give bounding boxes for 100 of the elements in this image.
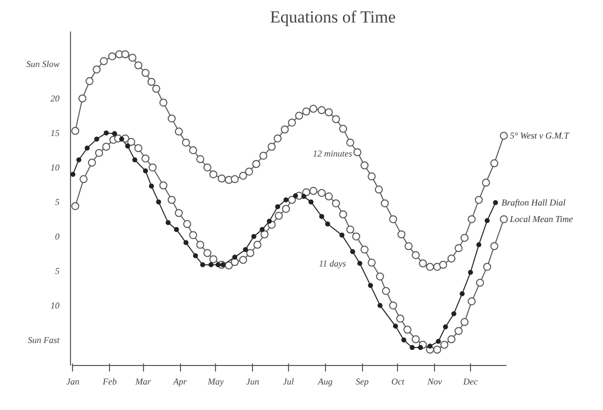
- x-tick-label: Feb: [102, 376, 118, 386]
- y-tick-label: 20: [50, 93, 60, 104]
- point: [412, 335, 420, 344]
- point: [275, 204, 280, 210]
- point: [125, 144, 130, 149]
- point: [493, 200, 498, 206]
- point: [159, 181, 168, 190]
- x-tick-label: Nov: [426, 376, 442, 386]
- point: [80, 175, 88, 184]
- point: [324, 192, 333, 200]
- chart-title: Equations of Time: [270, 8, 396, 26]
- series-label: 5° West v G.M.T: [510, 130, 570, 141]
- point: [156, 199, 162, 204]
- point: [360, 246, 369, 254]
- point: [460, 318, 469, 326]
- point: [436, 338, 441, 344]
- point: [216, 262, 221, 268]
- point: [332, 199, 340, 208]
- point: [483, 262, 492, 271]
- point: [76, 157, 82, 162]
- point: [293, 193, 298, 198]
- point: [71, 202, 80, 210]
- point: [410, 345, 415, 350]
- x-tick-label: Apr: [172, 376, 188, 386]
- point: [301, 194, 306, 199]
- x-tick-label: Oct: [391, 376, 405, 386]
- point: [224, 261, 233, 270]
- point: [84, 146, 90, 151]
- point: [143, 168, 148, 174]
- point: [451, 311, 456, 316]
- point: [443, 324, 448, 330]
- point: [319, 214, 324, 219]
- point: [260, 227, 265, 232]
- point: [460, 291, 465, 296]
- point: [325, 222, 330, 227]
- point: [112, 131, 118, 136]
- y-tick-label: 5: [55, 196, 60, 207]
- point: [476, 278, 484, 287]
- point: [196, 240, 204, 249]
- point: [148, 184, 154, 189]
- point: [220, 262, 226, 268]
- point: [183, 240, 188, 246]
- point: [142, 154, 150, 162]
- y-tick-label: Sun Fast: [28, 334, 60, 345]
- point: [88, 158, 96, 167]
- point: [318, 188, 326, 197]
- point: [376, 272, 384, 280]
- point: [389, 301, 398, 310]
- point: [368, 282, 373, 288]
- x-tick-label: May: [206, 376, 224, 386]
- point: [239, 256, 248, 264]
- y-tick-label: 10: [50, 162, 60, 172]
- point: [283, 197, 288, 202]
- point: [500, 215, 508, 224]
- point: [70, 172, 76, 177]
- point: [166, 220, 171, 226]
- point: [309, 186, 318, 195]
- point: [104, 130, 109, 136]
- point: [339, 232, 344, 238]
- point: [288, 196, 296, 204]
- y-tick-label: 10: [50, 300, 60, 310]
- point: [339, 210, 348, 218]
- point: [382, 286, 390, 295]
- x-tick-label: Jul: [282, 376, 294, 386]
- series-label: Brafton Hall Dial: [502, 198, 566, 208]
- point: [352, 232, 360, 240]
- point: [433, 346, 442, 354]
- point: [253, 240, 262, 249]
- point: [148, 163, 157, 172]
- point: [127, 138, 136, 146]
- point: [454, 327, 463, 335]
- point: [368, 258, 376, 267]
- x-tick-label: Jun: [246, 376, 260, 386]
- point: [378, 302, 383, 308]
- point: [468, 270, 473, 275]
- point: [232, 254, 238, 260]
- point: [393, 324, 398, 329]
- point: [246, 249, 254, 258]
- point: [203, 249, 212, 258]
- point: [208, 262, 214, 268]
- point: [476, 242, 482, 248]
- point: [346, 226, 354, 234]
- point: [468, 297, 476, 306]
- point: [174, 227, 179, 232]
- point: [168, 196, 176, 204]
- point: [266, 218, 272, 224]
- series-label: Local Mean Time: [508, 214, 573, 224]
- y-tick-label: 15: [50, 128, 60, 138]
- point: [484, 218, 490, 224]
- point: [403, 326, 412, 334]
- x-tick-label: Jan: [66, 376, 80, 386]
- point: [396, 314, 404, 323]
- point: [260, 230, 269, 238]
- point: [183, 220, 192, 228]
- x-tick-label: Dec: [462, 376, 478, 386]
- point: [209, 255, 218, 264]
- point: [230, 258, 239, 266]
- point: [102, 142, 110, 151]
- point: [189, 231, 198, 240]
- point: [119, 136, 124, 142]
